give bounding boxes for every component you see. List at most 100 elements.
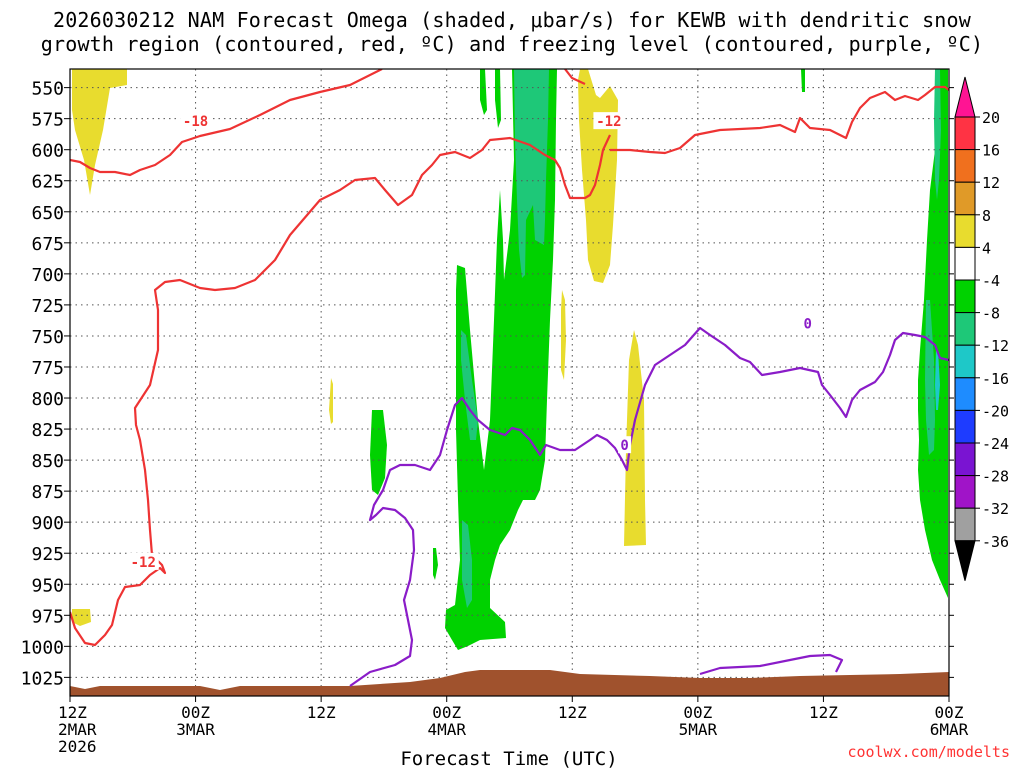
omega-strong-shading	[461, 69, 941, 608]
contour-minus12-lower	[564, 69, 586, 85]
colorbar-swatch	[954, 442, 976, 477]
omega-region	[445, 69, 557, 650]
omega-region	[433, 548, 438, 580]
contour-zero-main	[349, 326, 949, 687]
y-tick-label: 1000	[21, 637, 64, 658]
colorbar-label: -20	[982, 402, 1009, 420]
colorbar-label: -24	[982, 435, 1009, 453]
contour-label: -18	[183, 114, 208, 130]
omega-region	[624, 330, 646, 546]
colorbar-label: 16	[982, 142, 1000, 160]
colorbar-swatch	[954, 214, 976, 248]
chart-title-line2: growth region (contoured, red, ºC) and f…	[40, 32, 984, 56]
y-tick-label: 550	[31, 79, 64, 100]
colorbar-swatch	[954, 116, 976, 151]
x-tick-label: 3MAR	[176, 720, 215, 739]
contour-label-bg	[593, 112, 625, 130]
omega-region	[495, 69, 501, 128]
omega-region	[935, 350, 940, 410]
y-tick-label: 975	[31, 606, 64, 627]
contour-label: -12	[596, 114, 621, 130]
x-tick-label: 00Z	[935, 703, 964, 722]
colorbar-label: -4	[982, 272, 1000, 290]
omega-region	[329, 378, 333, 424]
x-tick-label: 00Z	[432, 703, 461, 722]
x-tick-label: 12Z	[307, 703, 336, 722]
omega-region	[934, 69, 941, 200]
colorbar-label: -28	[982, 468, 1009, 486]
x-tick-label: 00Z	[683, 703, 712, 722]
x-tick-label: 00Z	[181, 703, 210, 722]
x-tick-label: 6MAR	[930, 720, 969, 739]
y-tick-label: 575	[31, 110, 64, 131]
contour-zero-lower	[699, 653, 844, 676]
grid	[70, 69, 949, 696]
x-axis-label: Forecast Time (UTC)	[400, 748, 617, 768]
contour-label-bg	[801, 314, 815, 332]
y-tick-label: 775	[31, 358, 64, 379]
colorbar-label: -16	[982, 370, 1009, 388]
x-tick-label: 2MAR	[58, 720, 97, 739]
x-tick-label: 4MAR	[427, 720, 466, 739]
y-tick-label: 925	[31, 544, 64, 565]
contour-minus12-right	[610, 85, 949, 155]
plot-area: -18 -12 -12 0 0	[70, 69, 949, 696]
contour-label-bg	[618, 436, 632, 454]
omega-region	[370, 410, 387, 495]
freezing-level-contours	[349, 326, 949, 687]
x-tick-label: 2026	[58, 737, 97, 756]
colorbar-label: -32	[982, 500, 1009, 518]
contour-labels: -18 -12 -12 0 0	[127, 112, 815, 571]
omega-region	[514, 69, 549, 278]
omega-region	[72, 69, 127, 195]
contour-label: 0	[620, 438, 628, 454]
colorbar-label: -12	[982, 337, 1009, 355]
colorbar-label: 4	[982, 239, 991, 257]
contour-label-bg	[180, 112, 212, 130]
omega-stronger-shading	[935, 350, 940, 410]
y-tick-label: 800	[31, 389, 64, 410]
omega-region	[918, 69, 948, 598]
colorbar-swatch	[954, 344, 976, 379]
omega-region	[801, 69, 805, 92]
x-tick-label: 5MAR	[679, 720, 718, 739]
omega-region	[462, 520, 472, 608]
colorbar-label: 20	[982, 109, 1000, 127]
y-tick-label: 675	[31, 234, 64, 255]
terrain-surface	[70, 670, 949, 696]
colorbar: 20 16 12 8 4 -4 -8 -12 -16 -20 -24 -28 -32 -36	[954, 76, 1009, 581]
colorbar-swatch	[954, 149, 976, 183]
y-tick-label: 750	[31, 327, 64, 348]
colorbar-swatch	[954, 181, 976, 216]
colorbar-label: 8	[982, 207, 991, 225]
contour-label: -12	[131, 555, 156, 571]
plot-frame	[69, 68, 950, 697]
contour-minus12-upper	[70, 134, 611, 647]
y-axis: 550 575 600 625 650 675 700 725 750 775 800 825 850 8…	[21, 79, 954, 689]
contour-label-bg	[127, 552, 159, 570]
colorbar-bottom-arrow	[954, 540, 976, 581]
y-tick-label: 650	[31, 203, 64, 224]
x-tick-label: 12Z	[58, 703, 87, 722]
y-tick-label: 625	[31, 172, 64, 193]
colorbar-label: 12	[982, 174, 1000, 192]
colorbar-swatch	[954, 475, 976, 509]
omega-region	[461, 330, 478, 440]
contour-minus18	[70, 69, 383, 177]
colorbar-swatch	[954, 246, 976, 281]
y-tick-label: 700	[31, 265, 64, 286]
dendritic-growth-contours	[70, 69, 949, 647]
omega-negative-shading	[370, 69, 948, 650]
colorbar-swatch	[954, 507, 976, 542]
y-tick-label: 875	[31, 482, 64, 503]
y-tick-label: 900	[31, 513, 64, 534]
omega-region	[72, 609, 91, 626]
chart-title-line1: 2026030212 NAM Forecast Omega (shaded, μ…	[52, 8, 972, 32]
contour-label: 0	[804, 317, 812, 333]
colorbar-swatch	[954, 312, 976, 346]
y-tick-label: 725	[31, 296, 64, 317]
site-credit[interactable]: coolwx.com/modelts	[847, 743, 1010, 761]
colorbar-swatch	[954, 279, 976, 314]
